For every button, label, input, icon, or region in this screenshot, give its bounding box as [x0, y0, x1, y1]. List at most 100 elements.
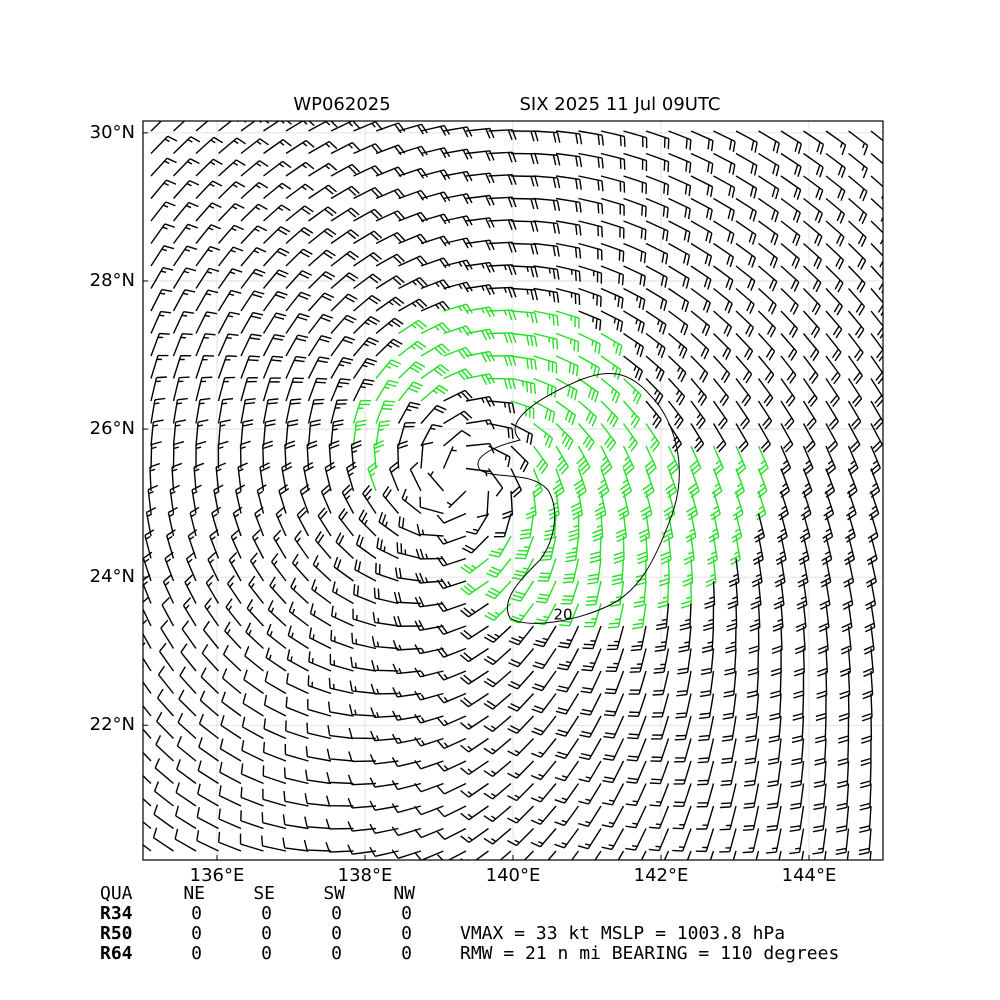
wind-barb — [220, 715, 242, 740]
wind-barb — [290, 577, 309, 605]
wind-barb — [285, 419, 299, 447]
wind-barb — [150, 419, 164, 447]
wind-barb — [746, 670, 760, 699]
wind-barb — [174, 828, 197, 852]
wind-barb — [414, 782, 444, 793]
wind-barb — [172, 332, 193, 357]
wind-barb — [713, 130, 736, 152]
wind-barb — [507, 760, 534, 779]
wind-barb — [209, 529, 220, 559]
wind-barb — [690, 175, 714, 198]
wind-barb — [239, 440, 251, 469]
wind-barb — [217, 397, 234, 424]
wind-barb — [436, 578, 467, 590]
wind-barb — [156, 711, 174, 739]
wind-barb — [846, 468, 858, 498]
wind-barb — [734, 468, 745, 498]
wind-barb — [803, 130, 825, 155]
wind-barb — [742, 828, 760, 854]
wind-barb — [375, 338, 403, 357]
wind-barb — [690, 400, 706, 430]
wind-barb — [262, 765, 287, 785]
wind-barb — [713, 242, 735, 268]
wind-barb — [152, 827, 174, 852]
wind-barb — [197, 783, 219, 807]
wind-barb — [799, 513, 811, 543]
wind-barb — [305, 746, 332, 762]
wind-barb — [173, 136, 201, 155]
wind-barb — [597, 468, 610, 498]
wind-barb — [240, 121, 270, 132]
wind-barb — [623, 175, 647, 194]
wind-barb — [195, 289, 219, 312]
wind-barb — [719, 805, 737, 831]
wind-barb — [308, 184, 337, 200]
wind-barb — [602, 738, 625, 761]
wind-barb — [285, 696, 309, 717]
wind-barb — [728, 558, 740, 588]
wind-barb — [870, 400, 883, 430]
wind-barb — [725, 625, 737, 654]
wind-barb — [594, 850, 602, 860]
wind-barb — [143, 843, 152, 852]
wind-barb — [143, 751, 152, 762]
wind-barb — [307, 356, 330, 379]
wind-barb — [767, 760, 782, 788]
wind-barb — [600, 332, 623, 356]
wind-barb — [729, 535, 741, 565]
wind-barb — [867, 513, 879, 543]
wind-barb — [735, 265, 756, 291]
wind-barb — [240, 763, 264, 785]
wind-barb — [195, 419, 209, 447]
wind-barb — [859, 783, 872, 811]
wind-barb — [559, 603, 580, 627]
wind-barb — [735, 378, 752, 407]
wind-barb — [814, 738, 827, 766]
wind-barb — [780, 152, 802, 177]
wind-barb — [352, 378, 375, 402]
wind-barb — [262, 312, 287, 334]
wind-barb — [172, 158, 200, 177]
wind-barb — [195, 355, 215, 379]
wind-barb — [369, 846, 399, 857]
wind-barb — [419, 496, 444, 515]
wind-barb — [510, 242, 539, 255]
wind-barb — [645, 423, 660, 452]
wind-barb — [735, 175, 758, 199]
wind-barb — [699, 693, 715, 720]
wind-barb — [302, 461, 314, 492]
wind-barb — [397, 381, 424, 402]
wind-barb — [533, 175, 561, 189]
wind-barb — [218, 137, 246, 155]
wind-barb — [847, 445, 859, 476]
wind-barb — [240, 355, 260, 379]
wind-barb — [375, 379, 399, 402]
wind-barb — [150, 121, 163, 132]
wind-barb — [860, 760, 872, 789]
table-header: SE — [253, 883, 275, 904]
wind-barb — [262, 333, 285, 357]
wind-barb — [825, 355, 841, 385]
wind-barb — [735, 152, 758, 176]
wind-barb — [712, 378, 730, 407]
wind-barb — [156, 688, 175, 717]
wind-barb — [443, 281, 473, 293]
wind-barb — [765, 828, 782, 854]
wind-barb — [790, 760, 805, 788]
wind-barb — [230, 529, 242, 559]
wind-barb — [778, 490, 789, 521]
wind-barb — [803, 197, 823, 224]
wind-barb — [204, 597, 220, 627]
wind-barb — [510, 152, 539, 165]
wind-barb — [443, 410, 473, 425]
table-cell: 0 — [191, 943, 202, 964]
info-line: RMW = 21 n mi BEARING = 110 degrees — [460, 943, 839, 964]
x-tick-label: 144°E — [782, 865, 837, 886]
wind-barb — [756, 468, 768, 498]
wind-barb — [623, 355, 644, 381]
wind-barb — [420, 169, 451, 181]
wind-barb — [578, 805, 602, 828]
wind-barb — [510, 197, 539, 210]
wind-barb — [623, 152, 648, 171]
wind-barb — [555, 715, 580, 737]
